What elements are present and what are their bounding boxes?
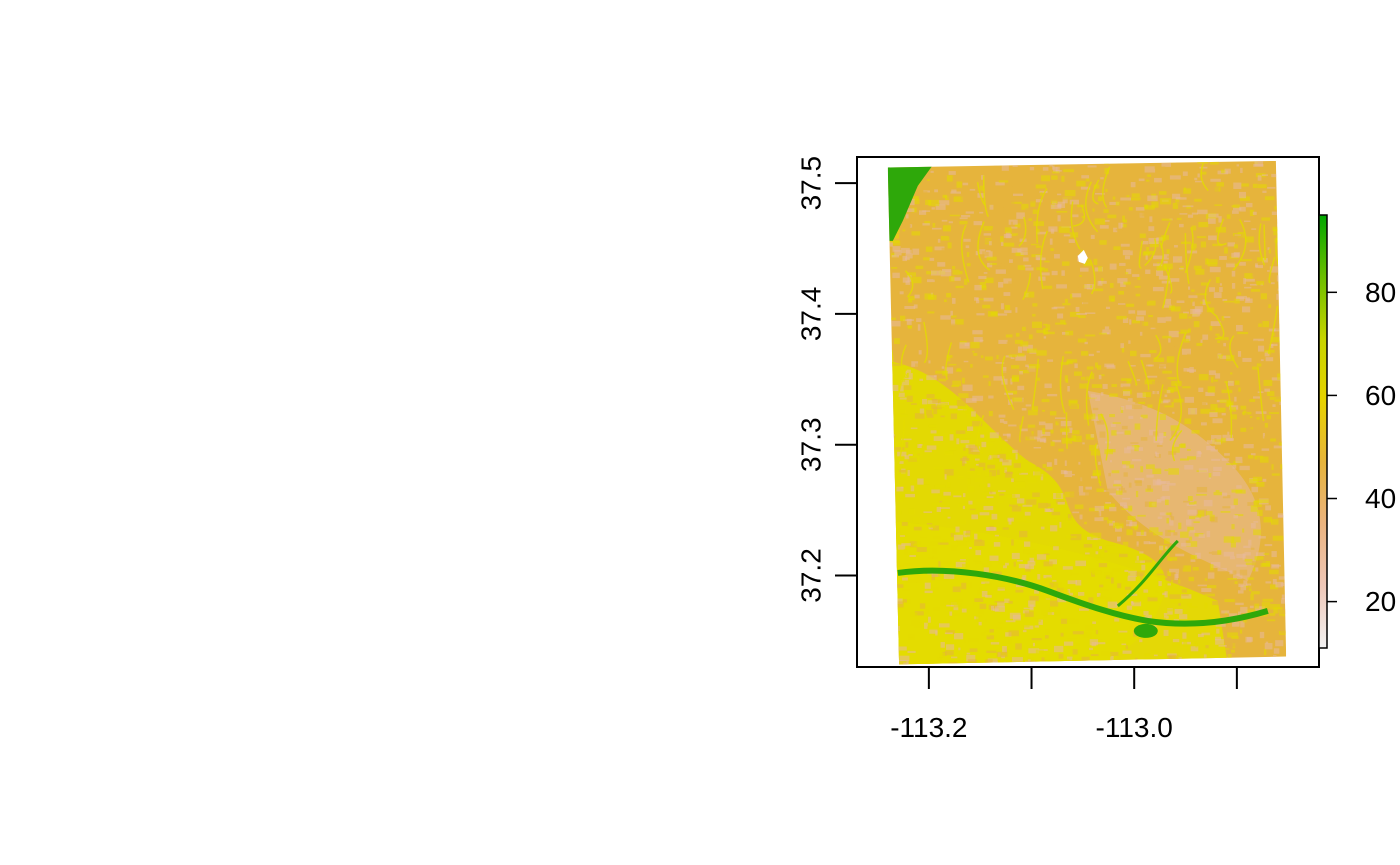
x-tick-label: -113.0 (1096, 712, 1173, 743)
color-legend: 20 40 60 80 (1318, 214, 1396, 649)
raster-image (887, 160, 1287, 665)
y-tick-label: 37.3 (796, 417, 827, 472)
legend-tick-label: 80 (1365, 277, 1396, 308)
y-axis: 37.2 37.3 37.4 37.5 (796, 156, 857, 603)
x-tick-label: -113.2 (890, 712, 967, 743)
legend-color-bar (1318, 214, 1328, 649)
x-axis: -113.2 -113.0 (890, 667, 1238, 743)
y-tick-label: 37.5 (796, 156, 827, 211)
legend-tick-label: 20 (1365, 586, 1396, 617)
legend-tick-label: 60 (1365, 380, 1396, 411)
y-tick-label: 37.2 (796, 548, 827, 603)
legend-tick-label: 40 (1365, 483, 1396, 514)
y-tick-label: 37.4 (796, 287, 827, 342)
